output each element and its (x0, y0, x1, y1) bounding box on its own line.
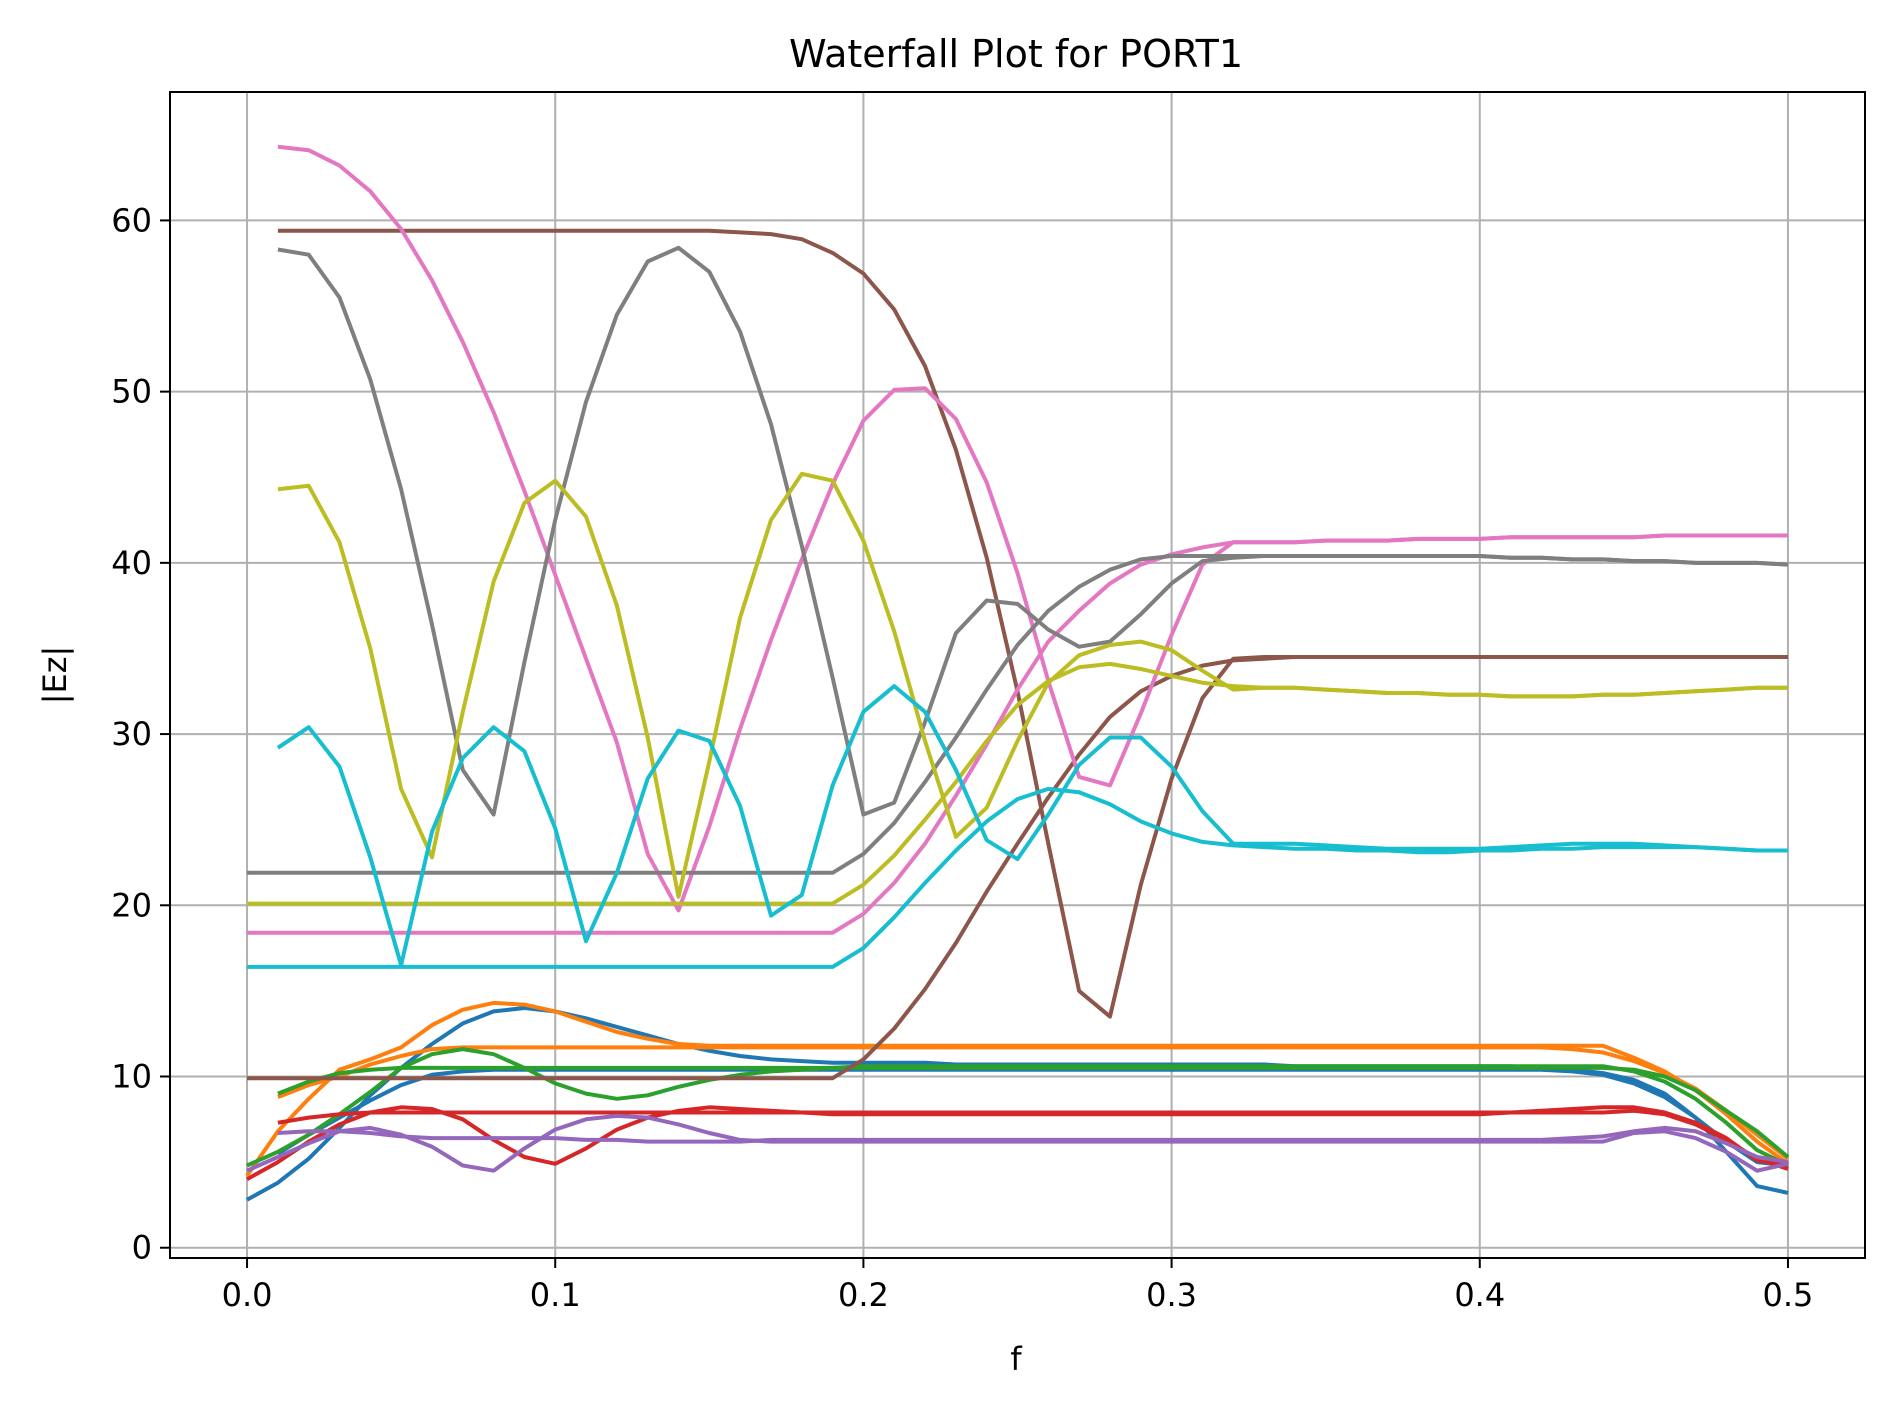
series-line-20 (276, 684, 1788, 968)
x-tick-label: 0.0 (222, 1276, 273, 1314)
series-line-10 (277, 1125, 1789, 1165)
plot-area (169, 91, 1866, 1259)
x-tick-label: 0.2 (838, 1276, 889, 1314)
y-tick-label: 30 (111, 715, 152, 753)
y-axis-label: |Ez| (36, 646, 74, 705)
x-axis-label: f (1010, 1340, 1022, 1378)
y-tick-label: 20 (111, 886, 152, 924)
y-axis: 0 10 20 30 40 50 60 (111, 201, 170, 1267)
x-tick-label: 0.3 (1146, 1276, 1197, 1314)
x-tick-label: 0.1 (530, 1276, 581, 1314)
y-tick-label: 10 (111, 1058, 152, 1096)
series-line-19 (247, 786, 1788, 969)
y-tick-label: 50 (111, 373, 152, 411)
y-tick-label: 0 (132, 1229, 152, 1267)
x-tick-label: 0.4 (1454, 1276, 1505, 1314)
chart-title: Waterfall Plot for PORT1 (789, 32, 1243, 76)
series-line-18 (277, 471, 1788, 899)
grid (170, 92, 1865, 1258)
series-layer (245, 144, 1790, 1202)
y-tick-label: 60 (111, 201, 152, 239)
series-line-6 (277, 1065, 1790, 1159)
series-line-12 (277, 228, 1788, 1019)
series-line-16 (277, 245, 1789, 817)
x-tick-label: 0.5 (1763, 1276, 1814, 1314)
series-line-4 (277, 1045, 1790, 1161)
plot-frame (169, 91, 1866, 1259)
y-tick-label: 40 (111, 544, 152, 582)
x-axis: 0.0 0.1 0.2 0.3 0.4 0.5 (222, 1258, 1814, 1314)
series-line-8 (277, 1108, 1789, 1171)
